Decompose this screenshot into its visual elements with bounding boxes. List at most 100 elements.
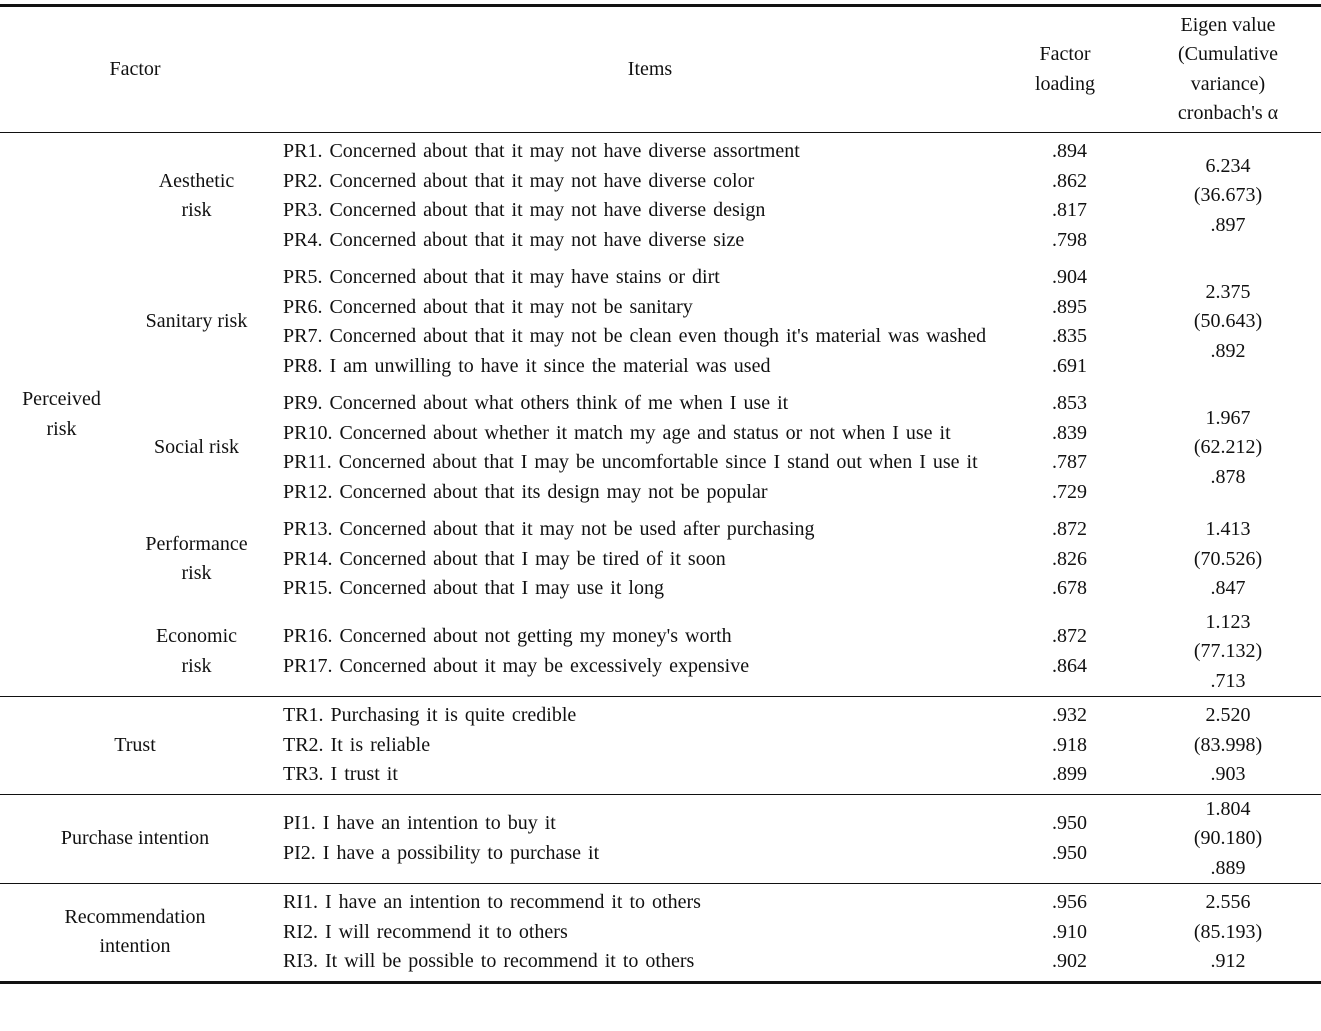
factor-name: Perceived risk [22, 388, 101, 440]
eigen-line: .878 [1210, 465, 1246, 488]
eigen-line: 6.234 [1205, 154, 1251, 177]
header-factor: Factor [0, 5, 270, 133]
items-cell: PR9. Concerned about what others think o… [270, 385, 1135, 511]
factor-name: Recommendation intention [0, 883, 270, 982]
item-row: PR13. Concerned about that it may not be… [283, 515, 1135, 545]
factor-loading: .862 [1052, 169, 1087, 192]
eigen-line: .847 [1210, 577, 1246, 599]
item-text: PR4. Concerned about that it may not hav… [283, 228, 745, 251]
item-text: PR3. Concerned about that it may not hav… [283, 199, 766, 221]
subfactor-name: Social risk [154, 436, 239, 459]
factor-loading: .864 [1052, 654, 1087, 677]
eigen-line: 1.804 [1205, 797, 1251, 820]
item-text: PR8. I am unwilling to have it since the… [283, 354, 771, 377]
item-text: PR16. Concerned about not getting my mon… [283, 625, 732, 648]
factor-name: Trust [0, 696, 270, 794]
item-row: PI2. I have a possibility to purchase it… [283, 839, 1135, 869]
item-text: TR2. It is reliable [283, 733, 431, 756]
item-row: PR3. Concerned about that it may not hav… [283, 196, 1135, 226]
eigen-line: 1.413 [1205, 518, 1251, 540]
item-row: PR8. I am unwilling to have it since the… [283, 352, 1135, 382]
item-text: RI2. I will recommend it to others [283, 920, 568, 943]
factor-loading: .839 [1052, 421, 1087, 444]
item-text: PI2. I have a possibility to purchase it [283, 841, 600, 864]
eigen-line: .892 [1210, 339, 1246, 362]
subgroup-row: Economic risk PR16. Concerned about not g… [0, 608, 1321, 697]
factor-loading: .826 [1052, 547, 1087, 570]
eigen-cell: 1.413 (70.526) .847 [1135, 511, 1321, 608]
header-eigen-line: Eigen value [1180, 13, 1276, 36]
items-cell: RI1. I have an intention to recommend it… [270, 883, 1135, 982]
item-text: PR11. Concerned about that I may be unco… [283, 451, 978, 473]
eigen-line: 1.967 [1205, 406, 1251, 429]
group-row: Purchase intention PI1. I have an intenti… [0, 793, 1321, 884]
eigen-line: (83.998) [1193, 733, 1263, 756]
factor-loading: .835 [1052, 325, 1087, 347]
eigen-cell: 2.375 (50.643) .892 [1135, 259, 1321, 385]
item-text: TR3. I trust it [283, 763, 398, 785]
eigen-cell: 1.123 (77.132) .713 [1135, 608, 1321, 697]
items-cell: PR5. Concerned about that it may have st… [270, 259, 1135, 385]
items-cell: PI1. I have an intention to buy it .950 PI… [270, 793, 1135, 884]
factor-loading: .729 [1052, 480, 1087, 503]
header-items: Items [270, 5, 1030, 133]
header-loading: Factor loading [1035, 43, 1095, 95]
item-text: PR15. Concerned about that I may use it … [283, 577, 664, 599]
item-row: PR7. Concerned about that it may not be … [283, 322, 1135, 352]
item-row: PR9. Concerned about what others think o… [283, 389, 1135, 419]
header-eigen-line: (Cumulative [1178, 43, 1278, 65]
item-row: PR10. Concerned about whether it match m… [283, 419, 1135, 449]
factor-loading: .950 [1052, 841, 1087, 864]
eigen-line: 2.556 [1205, 891, 1251, 913]
item-row: RI3. It will be possible to recommend it… [283, 947, 1135, 977]
factor-loading: .817 [1052, 199, 1087, 221]
eigen-line: .897 [1210, 213, 1246, 236]
eigen-line: (90.180) [1193, 827, 1263, 849]
item-row: PR12. Concerned about that its design ma… [283, 478, 1135, 508]
item-row: PR14. Concerned about that I may be tire… [283, 545, 1135, 575]
factor-loading: .894 [1052, 140, 1087, 162]
item-text: RI3. It will be possible to recommend it… [283, 950, 695, 972]
eigen-line: (36.673) [1193, 184, 1263, 207]
subfactor-name: Performance risk [145, 532, 248, 585]
item-text: TR1. Purchasing it is quite credible [283, 704, 577, 726]
factor-loading: .787 [1052, 451, 1087, 473]
item-row: PR6. Concerned about that it may not be … [283, 293, 1135, 323]
subgroup-row: Social risk PR9. Concerned about what oth… [0, 385, 1321, 511]
factor-loading: .910 [1052, 920, 1087, 943]
factor-loading: .853 [1052, 392, 1087, 414]
eigen-line: (62.212) [1193, 436, 1263, 459]
items-cell: TR1. Purchasing it is quite credible .932… [270, 696, 1135, 794]
group-row: Trust TR1. Purchasing it is quite credibl… [0, 696, 1321, 794]
factor-loading: .904 [1052, 266, 1087, 288]
table-header: Factor Items Factor loading Eigen value … [0, 5, 1321, 133]
eigen-line: (70.526) [1193, 547, 1263, 570]
item-text: PR2. Concerned about that it may not hav… [283, 169, 755, 192]
item-row: PR11. Concerned about that I may be unco… [283, 448, 1135, 478]
eigen-line: .713 [1210, 669, 1246, 692]
item-row: PR17. Concerned about it may be excessiv… [283, 652, 1135, 682]
eigen-cell: 1.967 (62.212) .878 [1135, 385, 1321, 511]
eigen-line: 2.520 [1205, 704, 1251, 726]
eigen-cell: 2.520 (83.998) .903 [1135, 696, 1321, 794]
item-row: PR15. Concerned about that I may use it … [283, 574, 1135, 604]
factor-loading: .950 [1052, 812, 1087, 835]
item-text: PR13. Concerned about that it may not be… [283, 518, 815, 540]
subfactor-name: Sanitary risk [145, 310, 248, 333]
factor-loading: .691 [1052, 354, 1087, 377]
factor-loading: .872 [1052, 625, 1087, 648]
factor-name: Purchase intention [0, 793, 270, 884]
item-row: PR5. Concerned about that it may have st… [283, 263, 1135, 293]
factor-loading: .895 [1052, 295, 1087, 318]
eigen-line: .889 [1210, 856, 1246, 879]
eigen-cell: 1.804 (90.180) .889 [1135, 793, 1321, 884]
items-cell: PR13. Concerned about that it may not be… [270, 511, 1135, 608]
header-eigen-line: variance) [1190, 72, 1266, 95]
item-text: PR14. Concerned about that I may be tire… [283, 547, 726, 570]
factor-loading: .872 [1052, 518, 1087, 540]
item-text: PR12. Concerned about that its design ma… [283, 480, 768, 503]
subfactor-name: Aesthetic risk [158, 169, 235, 222]
factor-loading: .932 [1052, 704, 1087, 726]
factor-table: Factor Items Factor loading Eigen value … [0, 4, 1321, 984]
